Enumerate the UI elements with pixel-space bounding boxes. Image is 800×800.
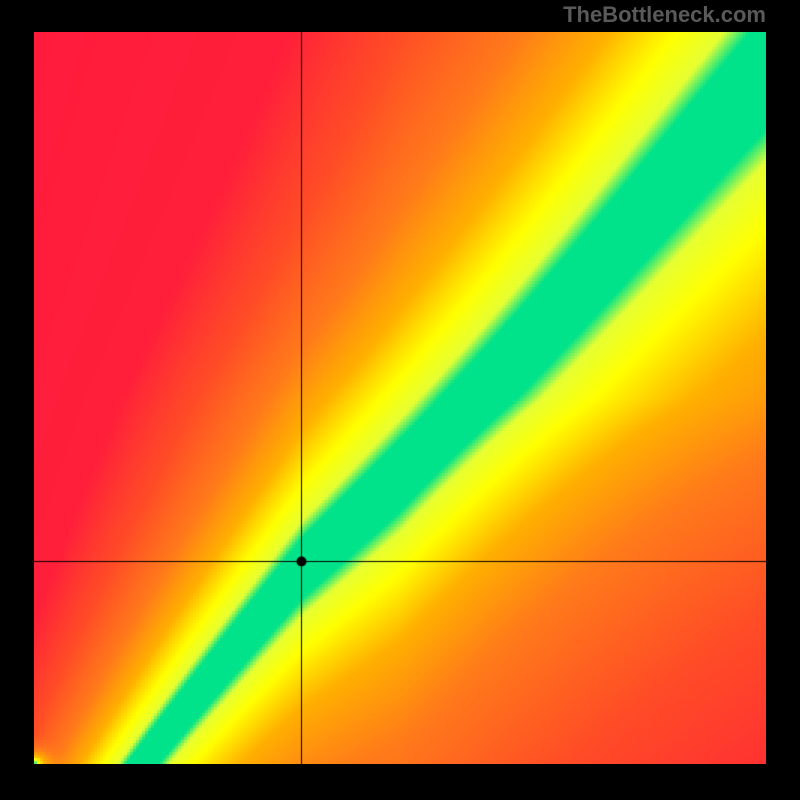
chart-frame: TheBottleneck.com — [0, 0, 800, 800]
plot-area — [34, 32, 766, 764]
watermark-text: TheBottleneck.com — [563, 2, 766, 28]
bottleneck-heatmap — [34, 32, 766, 764]
